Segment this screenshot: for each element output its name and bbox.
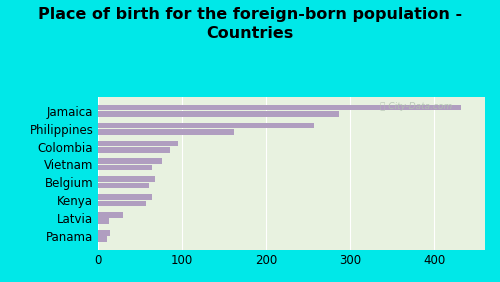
- Bar: [98, 201, 146, 206]
- Bar: [98, 176, 155, 182]
- Bar: [98, 194, 152, 200]
- Bar: [98, 158, 162, 164]
- Bar: [98, 129, 234, 135]
- Bar: [98, 219, 110, 224]
- Bar: [98, 105, 462, 111]
- Bar: [98, 123, 314, 128]
- Text: Place of birth for the foreign-born population -
Countries: Place of birth for the foreign-born popu…: [38, 7, 462, 41]
- Bar: [98, 165, 152, 171]
- Bar: [98, 230, 110, 236]
- Bar: [98, 212, 123, 218]
- Bar: [98, 236, 107, 242]
- Bar: [98, 140, 178, 146]
- Bar: [98, 183, 149, 188]
- Bar: [98, 111, 340, 117]
- Bar: [98, 147, 170, 153]
- Text: ⓘ City-Data.com: ⓘ City-Data.com: [380, 102, 452, 111]
